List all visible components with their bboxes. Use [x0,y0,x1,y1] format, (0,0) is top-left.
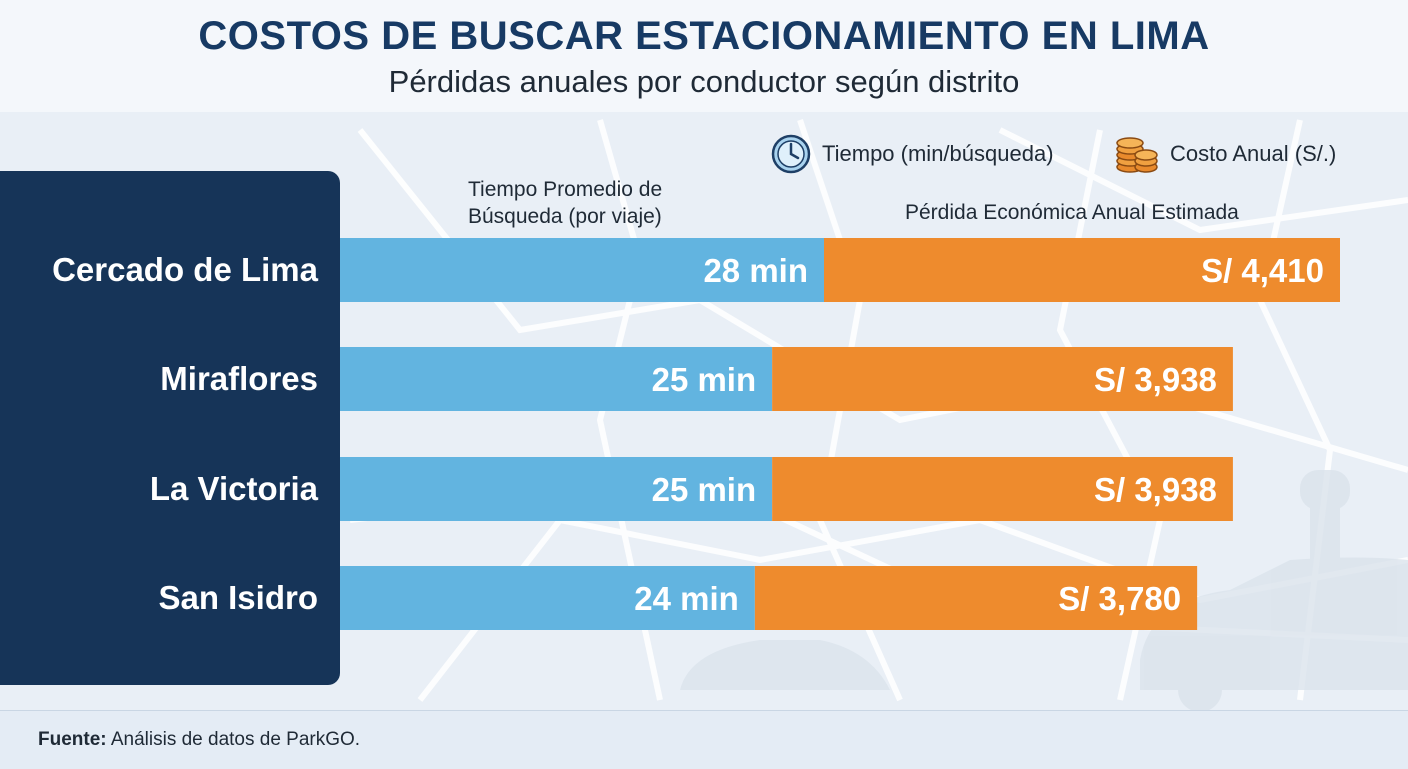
time-column-label-line1: Tiempo Promedio de [468,178,663,201]
legend-time-label: Tiempo (min/búsqueda) [822,141,1054,166]
cost-value-label: S/ 3,780 [1058,580,1181,617]
district-panel [0,171,340,685]
district-label: Miraflores [160,360,318,397]
clock-icon [771,134,811,174]
footer: Fuente: Análisis de datos de ParkGO. [0,710,1408,769]
cost-value-label: S/ 3,938 [1094,471,1217,508]
time-bar [340,457,773,521]
time-value-label: 28 min [703,252,808,289]
header: COSTOS DE BUSCAR ESTACIONAMIENTO EN LIMA… [0,0,1408,112]
legend-cost-label: Costo Anual (S/.) [1170,141,1337,166]
cost-bar [772,347,1233,411]
time-column-label-line2: Búsqueda (por viaje) [468,205,662,228]
time-value-label: 25 min [652,471,757,508]
time-column-label: Tiempo Promedio de Búsqueda (por viaje) [468,176,662,230]
district-label: San Isidro [158,579,318,616]
time-bar [340,238,824,302]
district-label: Cercado de Lima [52,251,318,288]
cost-column-label: Pérdida Económica Anual Estimada [905,201,1239,224]
time-value-label: 25 min [652,361,757,398]
source-note: Fuente: Análisis de datos de ParkGO. [38,729,360,751]
time-bar [340,347,773,411]
source-text: Análisis de datos de ParkGO. [110,729,361,750]
coins-icon [1116,137,1158,173]
chart-subtitle: Pérdidas anuales por conductor según dis… [388,64,1020,99]
cost-value-label: S/ 3,938 [1094,361,1217,398]
source-label: Fuente: [38,729,107,750]
legend-time: Tiempo (min/búsqueda) [770,132,1054,176]
cost-bar [824,238,1340,302]
cost-bar [772,457,1233,521]
cost-value-label: S/ 4,410 [1201,252,1324,289]
time-bar [340,566,755,630]
district-label: La Victoria [149,470,318,507]
time-value-label: 24 min [634,580,739,617]
chart-title: COSTOS DE BUSCAR ESTACIONAMIENTO EN LIMA [198,14,1210,58]
cost-bar [754,566,1198,630]
legend-cost: Costo Anual (S/.) [1114,132,1336,176]
